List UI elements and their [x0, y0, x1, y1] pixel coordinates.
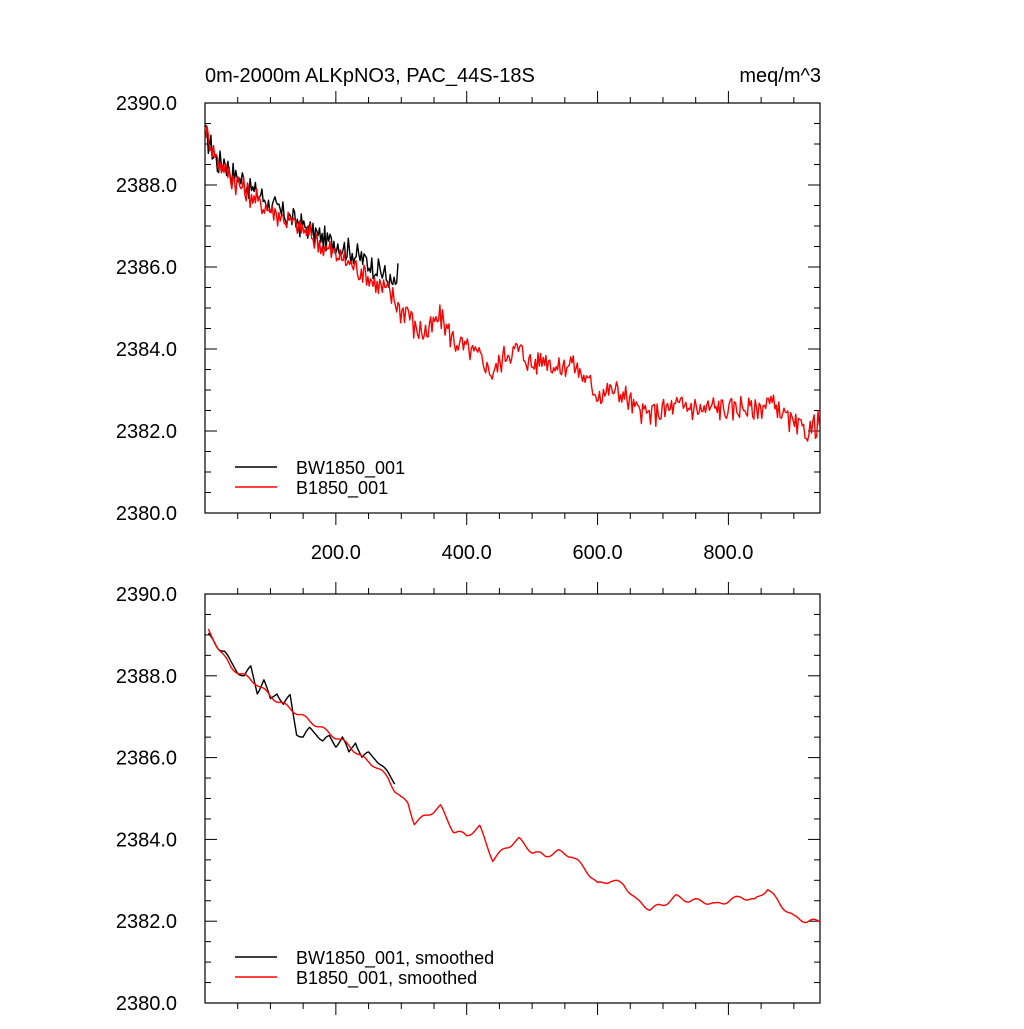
x-tick-label: 200.0	[311, 542, 361, 564]
series-line	[205, 124, 399, 289]
bottom-panel: 2380.0 2382.0 2384.0 2386.0 2388.0 2390.0 BW18…	[116, 582, 821, 1015]
x-tick-label: 400.0	[442, 542, 492, 564]
y-tick-label: 2380.0	[116, 503, 177, 525]
x-tick-label: 800.0	[703, 542, 753, 564]
y-tick-label: 2384.0	[116, 829, 177, 851]
y-tick-label: 2390.0	[116, 93, 177, 115]
plot-frame	[204, 593, 821, 1004]
y-tick-label: 2388.0	[116, 175, 177, 197]
y-tick-label: 2386.0	[116, 748, 177, 770]
x-tick-label: 600.0	[573, 542, 623, 564]
series-line	[207, 632, 396, 785]
legend-label: B1850_001, smoothed	[296, 968, 477, 989]
y-tick-label: 2386.0	[116, 257, 177, 279]
y-tick-label: 2380.0	[116, 993, 177, 1015]
units-label: meq/m^3	[739, 65, 821, 87]
y-tick-label: 2382.0	[116, 421, 177, 443]
legend-label: BW1850_001, smoothed	[296, 948, 494, 969]
legend-label: BW1850_001	[296, 458, 405, 479]
y-tick-label: 2384.0	[116, 339, 177, 361]
y-tick-label: 2390.0	[116, 584, 177, 606]
series-line	[205, 125, 820, 442]
chart-title: 0m-2000m ALKpNO3, PAC_44S-18S	[205, 65, 535, 87]
top-panel: 2380.0 2382.0 2384.0 2386.0 2388.0 2390.0 200.…	[116, 91, 821, 564]
y-tick-label: 2388.0	[116, 666, 177, 688]
plot-frame	[204, 102, 821, 514]
y-tick-label: 2382.0	[116, 911, 177, 933]
series-line	[207, 628, 821, 924]
legend-label: B1850_001	[296, 478, 388, 499]
